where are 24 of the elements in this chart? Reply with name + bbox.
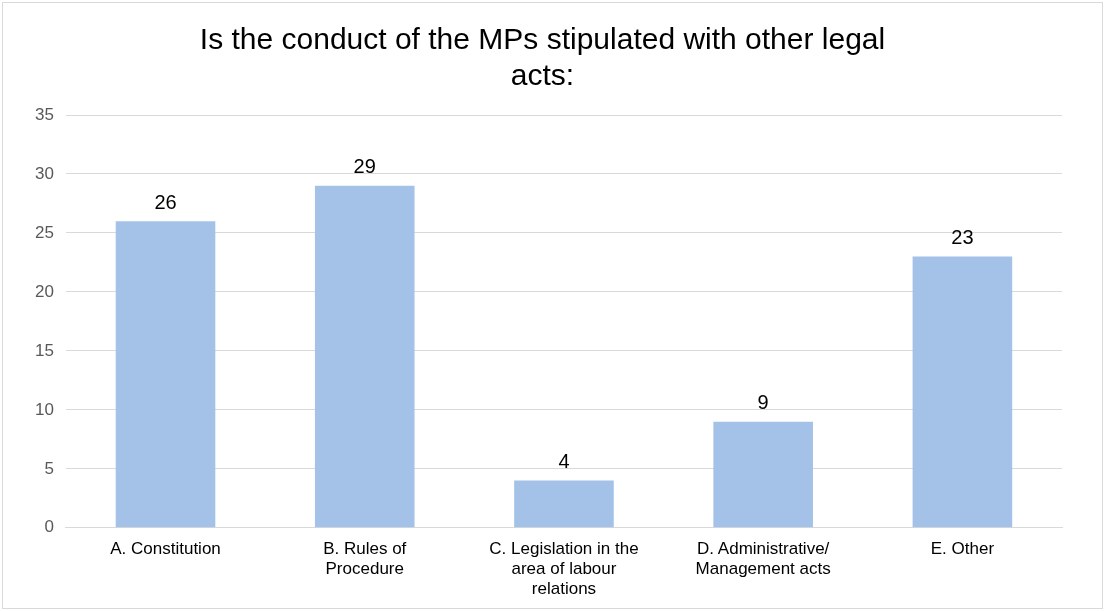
bar bbox=[115, 221, 216, 528]
data-label: 26 bbox=[154, 190, 177, 213]
y-tick-label: 25 bbox=[34, 222, 54, 242]
chart-title: Is the conduct of the MPs stipulated with other legal acts: bbox=[199, 22, 886, 92]
y-tick-label: 30 bbox=[34, 163, 54, 183]
y-tick-label: 5 bbox=[44, 458, 54, 478]
x-tick-label: C. Legislation in the area of labour relations bbox=[489, 538, 639, 599]
bar bbox=[713, 421, 813, 528]
x-tick-label: E. Other bbox=[930, 538, 995, 558]
data-label: 9 bbox=[757, 391, 769, 414]
y-tick-label: 10 bbox=[34, 399, 54, 419]
bar bbox=[912, 256, 1013, 528]
y-tick-label: 15 bbox=[34, 340, 54, 360]
data-label: 23 bbox=[951, 226, 974, 249]
x-tick-label: B. Rules of Procedure bbox=[323, 538, 407, 579]
y-tick-label: 35 bbox=[34, 104, 54, 124]
bar bbox=[514, 480, 614, 528]
data-label: 4 bbox=[558, 450, 570, 473]
data-label: 29 bbox=[353, 155, 376, 178]
y-tick-label: 20 bbox=[34, 281, 54, 301]
y-tick-label: 0 bbox=[44, 517, 54, 537]
x-tick-label: D. Administrative/ Management acts bbox=[695, 538, 831, 579]
bar bbox=[314, 185, 415, 528]
x-tick-label: A. Constitution bbox=[110, 538, 221, 558]
